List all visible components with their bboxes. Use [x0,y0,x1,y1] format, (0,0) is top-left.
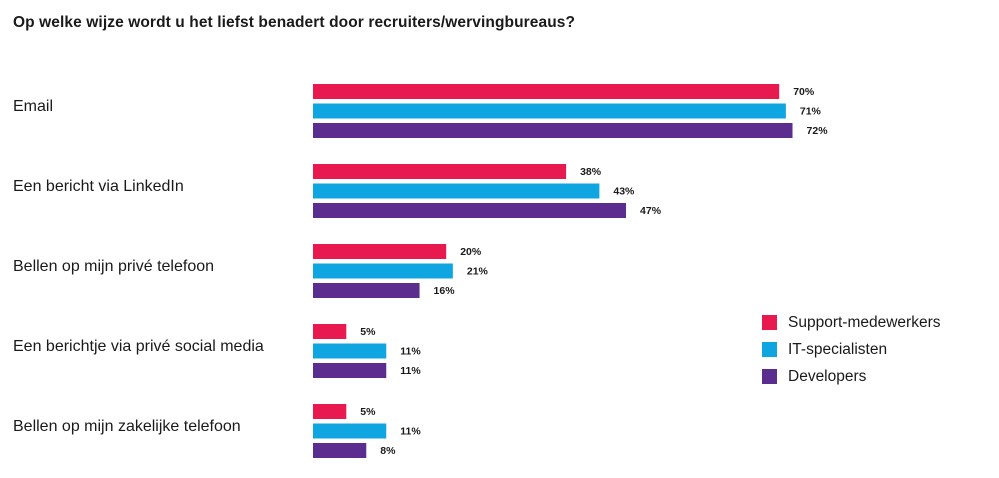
bar-it-specialisten-email [313,103,786,119]
bar-it-specialisten-een-bericht-via-linkedin [313,183,600,199]
value-label-support-medewerkers-een-bericht-via-linkedin: 38% [580,166,602,178]
chart-title: Op welke wijze wordt u het liefst benade… [13,14,576,31]
legend-swatch-support [762,315,777,330]
value-label-it-specialisten-email: 71% [800,106,822,118]
bar-support-medewerkers-bellen-op-mijn-priv-telefoon [313,244,447,259]
legend-item-developers: Developers [762,363,940,390]
value-label-developers-bellen-op-mijn-priv-telefoon: 16% [434,285,456,297]
legend-swatch-it [762,342,777,357]
value-label-support-medewerkers-bellen-op-mijn-priv-telefoon: 20% [460,246,482,258]
value-label-developers-email: 72% [807,125,829,137]
legend-swatch-developers [762,369,777,384]
bar-support-medewerkers-email [313,84,780,99]
bar-developers-bellen-op-mijn-priv-telefoon [313,283,420,298]
bar-developers-bellen-op-mijn-zakelijke-telefoon [313,443,367,458]
bar-it-specialisten-bellen-op-mijn-priv-telefoon [313,263,453,279]
value-label-it-specialisten-bellen-op-mijn-zakelijke-telefoon: 11% [400,426,421,438]
legend-label-developers: Developers [788,367,867,385]
value-label-support-medewerkers-een-berichtje-via-priv-social-media: 5% [360,326,376,338]
category-label-bellen-op-mijn-priv-telefoon: Bellen op mijn privé telefoon [13,258,214,275]
legend-item-support: Support-medewerkers [762,309,940,336]
bar-developers-email [313,123,793,138]
bar-support-medewerkers-een-bericht-via-linkedin [313,164,567,179]
category-label-een-berichtje-via-priv-social-media: Een berichtje via privé social media [13,338,264,355]
bar-developers-een-berichtje-via-priv-social-media [313,363,387,378]
category-label-email: Email [13,98,53,115]
value-label-developers-een-bericht-via-linkedin: 47% [640,205,662,217]
chart-legend: Support-medewerkers IT-specialisten Deve… [762,309,940,390]
bar-support-medewerkers-een-berichtje-via-priv-social-media [313,324,347,339]
bar-developers-een-bericht-via-linkedin [313,203,627,218]
bar-it-specialisten-bellen-op-mijn-zakelijke-telefoon [313,423,387,439]
legend-label-it: IT-specialisten [788,340,888,358]
value-label-it-specialisten-een-bericht-via-linkedin: 43% [613,186,635,198]
bar-support-medewerkers-bellen-op-mijn-zakelijke-telefoon [313,404,347,419]
bar-it-specialisten-een-berichtje-via-priv-social-media [313,343,387,359]
value-label-support-medewerkers-email: 70% [793,86,815,98]
value-label-it-specialisten-een-berichtje-via-priv-social-media: 11% [400,346,421,358]
category-label-bellen-op-mijn-zakelijke-telefoon: Bellen op mijn zakelijke telefoon [13,418,241,435]
value-label-developers-een-berichtje-via-priv-social-media: 11% [400,365,421,377]
category-label-een-bericht-via-linkedin: Een bericht via LinkedIn [13,178,184,195]
legend-label-support: Support-medewerkers [788,313,941,331]
value-label-developers-bellen-op-mijn-zakelijke-telefoon: 8% [380,445,396,457]
value-label-it-specialisten-bellen-op-mijn-priv-telefoon: 21% [467,266,489,278]
legend-item-it: IT-specialisten [762,336,940,363]
value-label-support-medewerkers-bellen-op-mijn-zakelijke-telefoon: 5% [360,406,376,418]
